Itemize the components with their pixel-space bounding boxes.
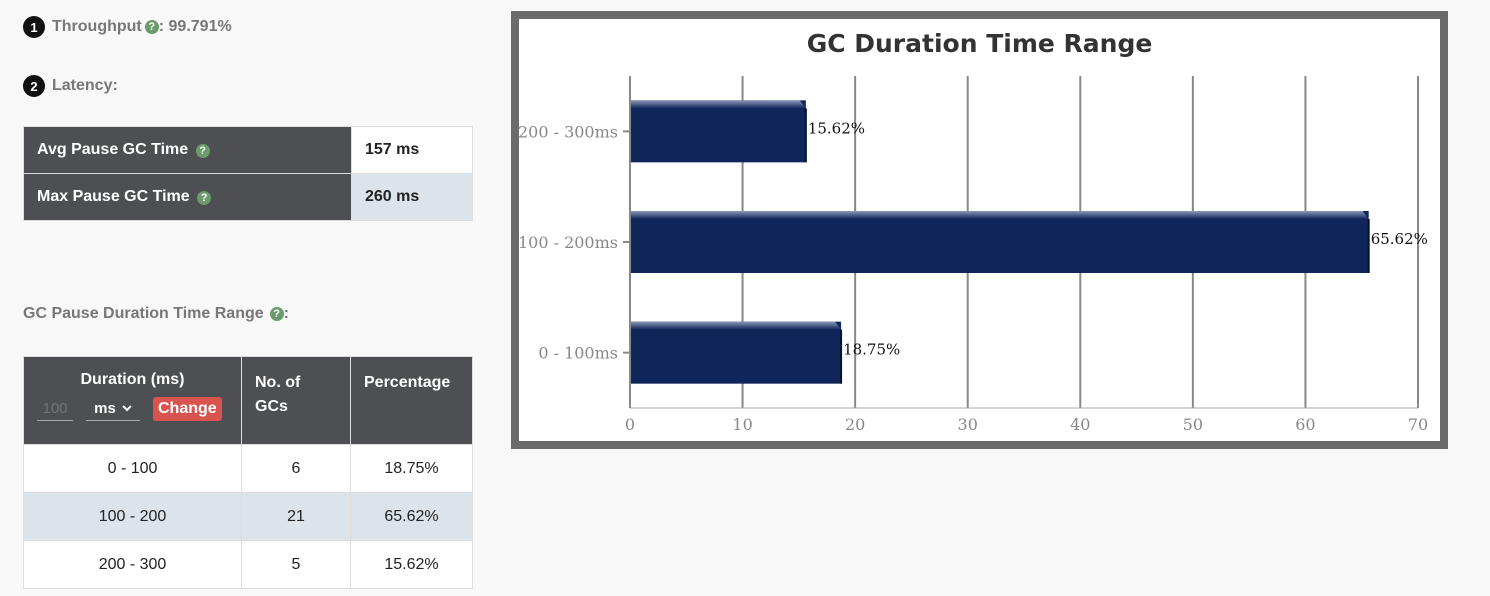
x-tick-label: 20 bbox=[845, 415, 865, 434]
range-title-suffix: : bbox=[283, 305, 289, 322]
chart-frame: GC Duration Time Range 0 10 20 30 40 50 60 70 0 … bbox=[511, 11, 1448, 449]
x-tick-label: 50 bbox=[1183, 415, 1203, 434]
x-tick-label: 30 bbox=[958, 415, 978, 434]
range-cell: 100 - 200 bbox=[23, 492, 242, 541]
gc-stats-panel: 1 Throughput ? : 99.791% 2 Latency: Avg … bbox=[23, 0, 483, 596]
range-section-title: GC Pause Duration Time Range ? : bbox=[23, 305, 289, 323]
table-row: 200 - 300 5 15.62% bbox=[23, 540, 473, 589]
percentage-header: Percentage bbox=[350, 356, 473, 445]
gc-count-header: No. of GCs bbox=[241, 356, 351, 445]
interval-controls: ms Change bbox=[37, 397, 241, 421]
throughput-line: 1 Throughput ? : 99.791% bbox=[23, 16, 232, 38]
gc-duration-chart: 0 10 20 30 40 50 60 70 0 - 100ms 18.75% 100 - 200m… bbox=[519, 76, 1428, 434]
bar bbox=[630, 321, 842, 384]
max-pause-value: 260 ms bbox=[351, 173, 473, 221]
avg-pause-label: Avg Pause GC Time bbox=[37, 141, 189, 158]
data-label: 65.62% bbox=[1371, 230, 1428, 248]
table-row: Max Pause GC Time ? 260 ms bbox=[23, 173, 473, 221]
y-tick-label: 0 - 100ms bbox=[538, 344, 618, 363]
percentage-cell: 15.62% bbox=[350, 540, 473, 589]
throughput-label: Throughput bbox=[52, 18, 142, 35]
table-row: 0 - 100 6 18.75% bbox=[23, 444, 473, 493]
x-tick-label: 70 bbox=[1408, 415, 1428, 434]
avg-pause-value: 157 ms bbox=[351, 126, 473, 174]
latency-table: Avg Pause GC Time ? 157 ms Max Pause GC … bbox=[23, 126, 473, 221]
bar bbox=[630, 211, 1369, 273]
latency-line: 2 Latency: bbox=[23, 75, 118, 97]
duration-header: Duration (ms) ms Change bbox=[23, 356, 242, 445]
help-icon[interactable]: ? bbox=[144, 20, 159, 34]
step-badge-1: 1 bbox=[23, 16, 45, 38]
data-label: 15.62% bbox=[808, 119, 865, 137]
chevron-down-icon bbox=[122, 405, 132, 412]
percentage-cell: 18.75% bbox=[350, 444, 473, 493]
max-pause-label: Max Pause GC Time bbox=[37, 188, 190, 205]
x-tick-label: 60 bbox=[1295, 415, 1315, 434]
gc-count-header-line1: No. of bbox=[255, 374, 301, 391]
bar-bevel bbox=[630, 100, 806, 109]
gc-count-header-label: No. of GCs bbox=[255, 371, 350, 419]
range-title-text: GC Pause Duration Time Range bbox=[23, 305, 264, 322]
interval-input[interactable] bbox=[37, 397, 73, 421]
unit-select-value: ms bbox=[94, 400, 116, 417]
table-row: 100 - 200 21 65.62% bbox=[23, 492, 473, 541]
gc-count-header-line2: GCs bbox=[255, 398, 288, 415]
unit-select[interactable]: ms bbox=[86, 398, 140, 421]
count-cell: 21 bbox=[241, 492, 351, 541]
bar-bevel bbox=[630, 321, 842, 330]
bar bbox=[630, 100, 806, 163]
bar-bevel bbox=[630, 211, 1369, 219]
x-tick-label: 0 bbox=[625, 415, 635, 434]
x-tick-label: 10 bbox=[732, 415, 752, 434]
table-row: Avg Pause GC Time ? 157 ms bbox=[23, 126, 473, 174]
x-tick-label: 40 bbox=[1070, 415, 1090, 434]
duration-range-table: Duration (ms) ms Change No. of GCs Percen… bbox=[23, 356, 473, 589]
max-pause-label-cell: Max Pause GC Time ? bbox=[23, 173, 352, 221]
percentage-header-label: Percentage bbox=[364, 374, 451, 391]
chart-title: GC Duration Time Range bbox=[806, 29, 1153, 58]
help-icon[interactable]: ? bbox=[195, 144, 210, 158]
step-badge-2: 2 bbox=[23, 75, 45, 97]
percentage-cell: 65.62% bbox=[350, 492, 473, 541]
chart-panel: GC Duration Time Range 0 10 20 30 40 50 60 70 0 … bbox=[519, 19, 1440, 441]
count-cell: 5 bbox=[241, 540, 351, 589]
table-header-row: Duration (ms) ms Change No. of GCs Percen… bbox=[23, 356, 473, 445]
y-tick-label: 200 - 300ms bbox=[519, 122, 618, 141]
y-tick-label: 100 - 200ms bbox=[519, 233, 618, 252]
duration-header-label: Duration (ms) bbox=[80, 371, 185, 388]
range-cell: 0 - 100 bbox=[23, 444, 242, 493]
latency-label: Latency: bbox=[52, 77, 118, 94]
help-icon[interactable]: ? bbox=[197, 191, 212, 205]
range-cell: 200 - 300 bbox=[23, 540, 242, 589]
throughput-separator: : bbox=[158, 18, 169, 35]
change-button[interactable]: Change bbox=[153, 397, 222, 421]
count-cell: 6 bbox=[241, 444, 351, 493]
data-label: 18.75% bbox=[843, 341, 900, 359]
throughput-value: 99.791% bbox=[168, 18, 232, 35]
help-icon[interactable]: ? bbox=[269, 307, 284, 321]
avg-pause-label-cell: Avg Pause GC Time ? bbox=[23, 126, 352, 174]
